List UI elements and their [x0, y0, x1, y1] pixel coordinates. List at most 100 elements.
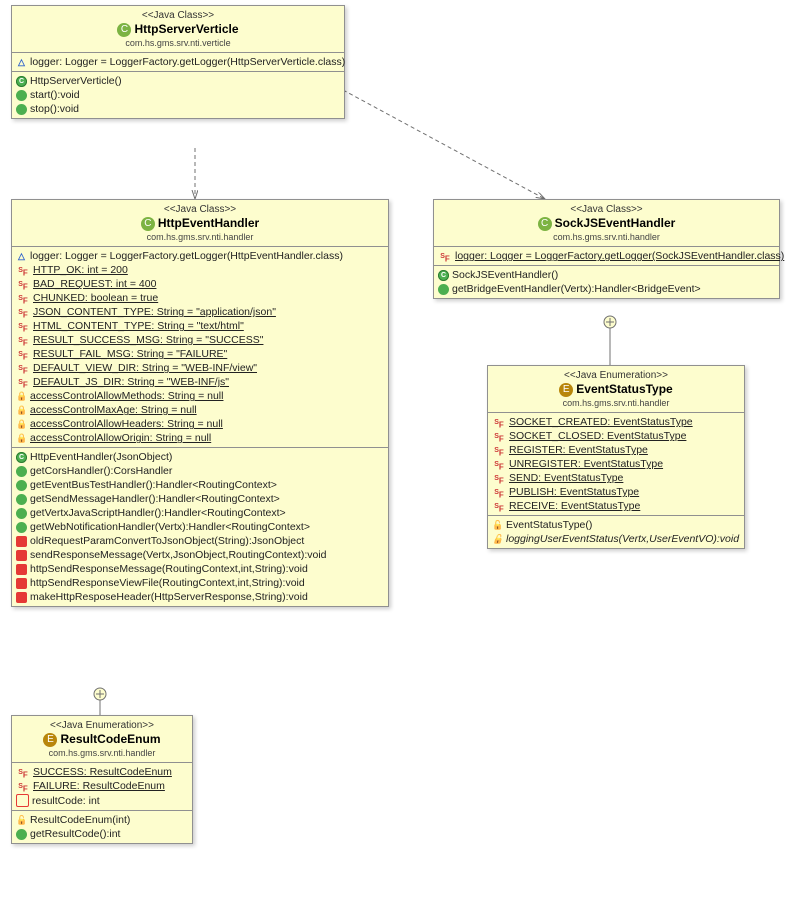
attribute-text: accessControlMaxAge: String = null: [30, 404, 197, 416]
attribute-row: SFBAD_REQUEST: int = 400: [16, 277, 384, 291]
operation-row: oldRequestParamConvertToJsonObject(Strin…: [16, 534, 384, 548]
enum-badge-icon: E: [559, 383, 573, 397]
static-final-field-icon: SF: [16, 363, 30, 374]
constructor-icon: C: [16, 76, 27, 87]
private-field-icon: 🔒: [16, 419, 27, 430]
attribute-row: SFSOCKET_CLOSED: EventStatusType: [492, 429, 740, 443]
attribute-row: 🔒accessControlAllowHeaders: String = nul…: [16, 417, 384, 431]
static-final-field-icon: SF: [16, 265, 30, 276]
attribute-text: SOCKET_CREATED: EventStatusType: [509, 416, 693, 428]
class-name: EEventStatusType: [494, 382, 738, 398]
attributes-compartment: SFSOCKET_CREATED: EventStatusTypeSFSOCKE…: [488, 413, 744, 516]
stereotype-label: <<Java Class>>: [440, 203, 773, 216]
nest-marker-1-plus: [96, 690, 104, 698]
attribute-row: 🔒accessControlAllowMethods: String = nul…: [16, 389, 384, 403]
constructor-icon: C: [16, 452, 27, 463]
operation-text: getBridgeEventHandler(Vertx):Handler<Bri…: [452, 283, 701, 295]
operation-text: getWebNotificationHandler(Vertx):Handler…: [30, 521, 310, 533]
private-method-icon: [16, 550, 27, 561]
enum-event-status-type: <<Java Enumeration>>EEventStatusTypecom.…: [487, 365, 745, 549]
operation-row: getCorsHandler():CorsHandler: [16, 464, 384, 478]
private-field-icon: 🔒: [16, 433, 27, 444]
attribute-row: SFPUBLISH: EventStatusType: [492, 485, 740, 499]
static-final-field-icon: SF: [16, 321, 30, 332]
stereotype-label: <<Java Class>>: [18, 9, 338, 22]
attribute-text: CHUNKED: boolean = true: [33, 292, 158, 304]
protected-field-icon: △: [16, 57, 27, 68]
class-header: <<Java Class>>CHttpEventHandlercom.hs.gm…: [12, 200, 388, 247]
operation-text: getCorsHandler():CorsHandler: [30, 465, 172, 477]
operations-compartment: 🔓ResultCodeEnum(int)getResultCode():int: [12, 811, 192, 843]
attribute-row: 🔒accessControlAllowOrigin: String = null: [16, 431, 384, 445]
static-final-field-icon: SF: [492, 459, 506, 470]
attribute-text: JSON_CONTENT_TYPE: String = "application…: [33, 306, 276, 318]
class-header: <<Java Enumeration>>EResultCodeEnumcom.h…: [12, 716, 192, 763]
class-name: EResultCodeEnum: [18, 732, 186, 748]
public-method-icon: [438, 284, 449, 295]
static-final-field-icon: SF: [438, 251, 452, 262]
package-label: com.hs.gms.srv.nti.handler: [18, 232, 382, 244]
private-constructor-icon: 🔓: [492, 520, 503, 531]
static-final-field-icon: SF: [492, 487, 506, 498]
attribute-row: SFDEFAULT_JS_DIR: String = "WEB-INF/js": [16, 375, 384, 389]
operations-compartment: 🔓EventStatusType()🔓loggingUserEventStatu…: [488, 516, 744, 548]
attribute-row: SFCHUNKED: boolean = true: [16, 291, 384, 305]
package-field-icon: [16, 794, 29, 807]
attribute-text: RESULT_SUCCESS_MSG: String = "SUCCESS": [33, 334, 263, 346]
private-method-icon: [16, 564, 27, 575]
attribute-row: SFRESULT_FAIL_MSG: String = "FAILURE": [16, 347, 384, 361]
operations-compartment: CSockJSEventHandler()getBridgeEventHandl…: [434, 266, 779, 298]
enum-badge-icon: E: [43, 733, 57, 747]
class-name: CSockJSEventHandler: [440, 216, 773, 232]
class-http-server-verticle: <<Java Class>>CHttpServerVerticlecom.hs.…: [11, 5, 345, 119]
class-name-text: HttpServerVerticle: [134, 22, 238, 36]
class-badge-icon: C: [141, 217, 155, 231]
protected-field-icon: △: [16, 251, 27, 262]
static-final-field-icon: SF: [16, 767, 30, 778]
static-final-field-icon: SF: [16, 293, 30, 304]
static-final-field-icon: SF: [16, 781, 30, 792]
attribute-row: 🔒accessControlMaxAge: String = null: [16, 403, 384, 417]
attribute-row: SFFAILURE: ResultCodeEnum: [16, 779, 188, 793]
class-header: <<Java Class>>CHttpServerVerticlecom.hs.…: [12, 6, 344, 53]
attributes-compartment: △logger: Logger = LoggerFactory.getLogge…: [12, 247, 388, 448]
operation-text: oldRequestParamConvertToJsonObject(Strin…: [30, 535, 304, 547]
static-final-field-icon: SF: [492, 501, 506, 512]
static-final-field-icon: SF: [16, 377, 30, 388]
nest-marker-1: [94, 688, 106, 700]
attribute-text: HTTP_OK: int = 200: [33, 264, 128, 276]
attribute-text: UNREGISTER: EventStatusType: [509, 458, 663, 470]
attribute-text: REGISTER: EventStatusType: [509, 444, 648, 456]
attribute-text: DEFAULT_VIEW_DIR: String = "WEB-INF/view…: [33, 362, 257, 374]
attribute-text: SEND: EventStatusType: [509, 472, 623, 484]
attribute-text: SUCCESS: ResultCodeEnum: [33, 766, 172, 778]
attribute-text: accessControlAllowOrigin: String = null: [30, 432, 211, 444]
static-final-field-icon: SF: [16, 279, 30, 290]
operation-text: sendResponseMessage(Vertx,JsonObject,Rou…: [30, 549, 327, 561]
operation-text: HttpServerVerticle(): [30, 75, 122, 87]
attribute-text: RESULT_FAIL_MSG: String = "FAILURE": [33, 348, 227, 360]
attribute-row: SFRESULT_SUCCESS_MSG: String = "SUCCESS": [16, 333, 384, 347]
package-label: com.hs.gms.srv.nti.handler: [494, 398, 738, 410]
operation-row: sendResponseMessage(Vertx,JsonObject,Rou…: [16, 548, 384, 562]
attribute-row: SFHTML_CONTENT_TYPE: String = "text/html…: [16, 319, 384, 333]
nest-marker-2-plus: [606, 318, 614, 326]
attribute-row: SFSEND: EventStatusType: [492, 471, 740, 485]
public-method-icon: [16, 90, 27, 101]
attribute-text: accessControlAllowMethods: String = null: [30, 390, 223, 402]
attribute-text: SOCKET_CLOSED: EventStatusType: [509, 430, 686, 442]
public-method-icon: [16, 522, 27, 533]
static-final-field-icon: SF: [492, 445, 506, 456]
operation-row: getBridgeEventHandler(Vertx):Handler<Bri…: [438, 282, 775, 296]
attribute-row: SFSUCCESS: ResultCodeEnum: [16, 765, 188, 779]
operation-text: getVertxJavaScriptHandler():Handler<Rout…: [30, 507, 286, 519]
private-method-icon: [16, 536, 27, 547]
private-field-icon: 🔒: [16, 391, 27, 402]
attribute-text: RECEIVE: EventStatusType: [509, 500, 640, 512]
attribute-text: accessControlAllowHeaders: String = null: [30, 418, 223, 430]
package-label: com.hs.gms.srv.nti.handler: [440, 232, 773, 244]
operation-text: SockJSEventHandler(): [452, 269, 558, 281]
public-method-icon: [16, 829, 27, 840]
class-badge-icon: C: [538, 217, 552, 231]
operation-text: loggingUserEventStatus(Vertx,UserEventVO…: [506, 533, 739, 545]
